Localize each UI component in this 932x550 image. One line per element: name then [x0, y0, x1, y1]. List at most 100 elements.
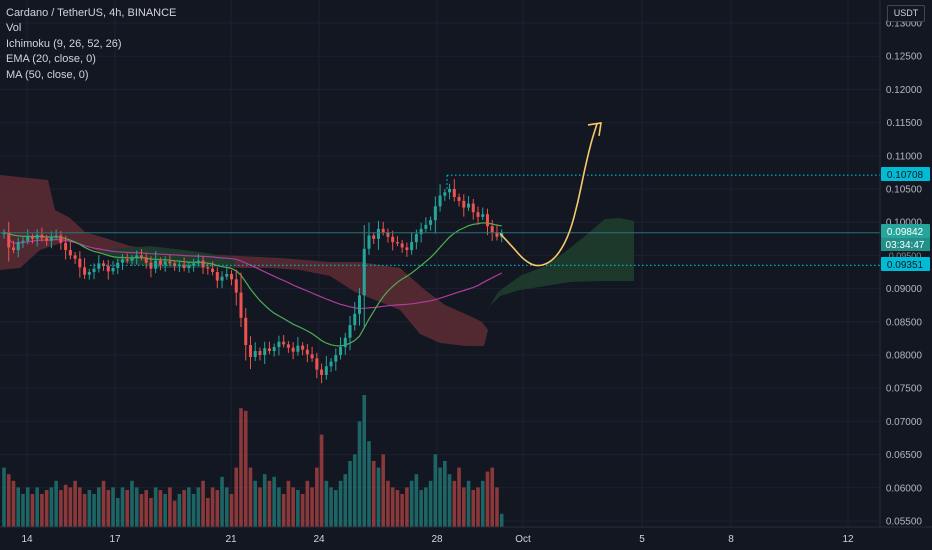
candle-body: [467, 203, 471, 208]
volume-bar: [206, 497, 210, 527]
candle-body: [367, 235, 371, 249]
cloud-bullish-future: [484, 218, 634, 316]
price-tick-label: 0.11500: [887, 118, 923, 129]
price-tick-label: 0.06500: [886, 450, 923, 461]
volume-bar: [390, 487, 395, 527]
time-axis[interactable]: 14 17 21 24 28 Oct 5 8 12: [21, 534, 854, 545]
volume-bar: [6, 474, 11, 527]
volume-bar: [267, 480, 272, 527]
candle-body: [490, 226, 494, 233]
candle-body: [87, 272, 91, 275]
volume-bar: [371, 461, 376, 527]
candle-body: [215, 272, 219, 281]
candle-body: [443, 192, 447, 196]
volume-bar: [2, 467, 6, 527]
candle-body: [201, 260, 205, 268]
volume-bar: [87, 490, 92, 527]
candle-body: [130, 258, 134, 261]
candle-body: [7, 232, 11, 248]
volume-bar: [424, 487, 428, 527]
candle-body: [334, 355, 338, 362]
volume-bar: [139, 494, 144, 527]
price-tick-label: 0.06000: [886, 483, 923, 494]
volume-bar: [153, 487, 158, 527]
volume-bar: [11, 480, 16, 527]
candle-body: [139, 255, 143, 258]
candle-body: [230, 273, 234, 280]
candle-body: [291, 347, 295, 352]
candle-body: [144, 257, 148, 263]
candle-body: [11, 247, 15, 251]
volume-bar: [234, 467, 239, 527]
volume-bar: [386, 480, 390, 527]
volume-bar: [182, 490, 186, 527]
volume-bar: [258, 487, 262, 527]
volume-bar: [172, 500, 177, 527]
volume-bar: [215, 490, 220, 527]
candle-body: [30, 236, 34, 239]
volume-bar: [78, 487, 82, 527]
time-tick-label: 14: [21, 534, 33, 545]
volume-bar: [224, 487, 229, 527]
legend-symbol[interactable]: Cardano / TetherUS, 4h, BINANCE: [6, 7, 177, 19]
candle-body: [187, 265, 191, 269]
volume-bar: [409, 480, 414, 527]
price-label-low-text: 0.09351: [887, 260, 924, 271]
volume-bar: [343, 474, 348, 527]
legend-ma[interactable]: MA (50, close, 0): [6, 68, 89, 81]
candle-body: [448, 189, 452, 193]
projection-curve[interactable]: [499, 123, 598, 267]
candle-body: [40, 234, 44, 239]
price-tick-label: 0.12500: [886, 52, 923, 63]
candle-body: [168, 261, 172, 264]
candle-body: [158, 260, 162, 265]
volume-bar: [54, 480, 58, 527]
volume-bar: [115, 497, 120, 527]
volume-bar: [168, 487, 172, 527]
candle-body: [343, 337, 347, 348]
candle-body: [296, 345, 300, 352]
candle-body: [239, 292, 243, 318]
candle-body: [286, 344, 290, 348]
legend-volume[interactable]: Vol: [6, 22, 22, 35]
candle-body: [433, 206, 437, 221]
volume-bar: [362, 395, 367, 527]
candle-body: [362, 248, 366, 296]
candle-body: [220, 276, 224, 281]
candle-body: [253, 351, 257, 357]
volume-bar: [248, 467, 253, 527]
volume-bar: [111, 487, 115, 527]
volume-bar: [277, 487, 281, 527]
candle-body: [78, 258, 82, 268]
candle-body: [196, 260, 200, 264]
candle-body: [248, 345, 252, 357]
candle-body: [192, 263, 196, 266]
volume-bar: [457, 467, 461, 527]
candle-body: [102, 263, 106, 267]
legend-ichimoku[interactable]: Ichimoku (9, 26, 52, 26): [6, 37, 122, 50]
legend-ema[interactable]: EMA (20, close, 0): [6, 53, 96, 66]
volume-bar: [414, 474, 419, 527]
price-label-current: 0.09842 03:34:47: [881, 224, 930, 251]
volume-bar: [324, 480, 329, 527]
volume-bar: [149, 497, 153, 527]
volume-bar: [191, 494, 196, 527]
price-tick-label: 0.07000: [886, 417, 923, 428]
candle-body: [395, 242, 399, 244]
candle-body: [45, 238, 49, 241]
volume-bar: [158, 490, 163, 527]
volume-bar: [97, 487, 101, 527]
candle-body: [163, 261, 167, 265]
candle-body: [471, 203, 475, 213]
volume-bar: [25, 487, 30, 527]
candle-body: [481, 214, 485, 217]
volume-bar: [419, 490, 423, 527]
volume-bar: [334, 490, 338, 527]
candle-body: [97, 263, 101, 269]
volume-bars: [2, 395, 504, 527]
volume-bar: [196, 487, 201, 527]
candle-body: [462, 200, 466, 208]
candle-body: [400, 243, 404, 248]
currency-button[interactable]: USDT: [887, 5, 925, 22]
